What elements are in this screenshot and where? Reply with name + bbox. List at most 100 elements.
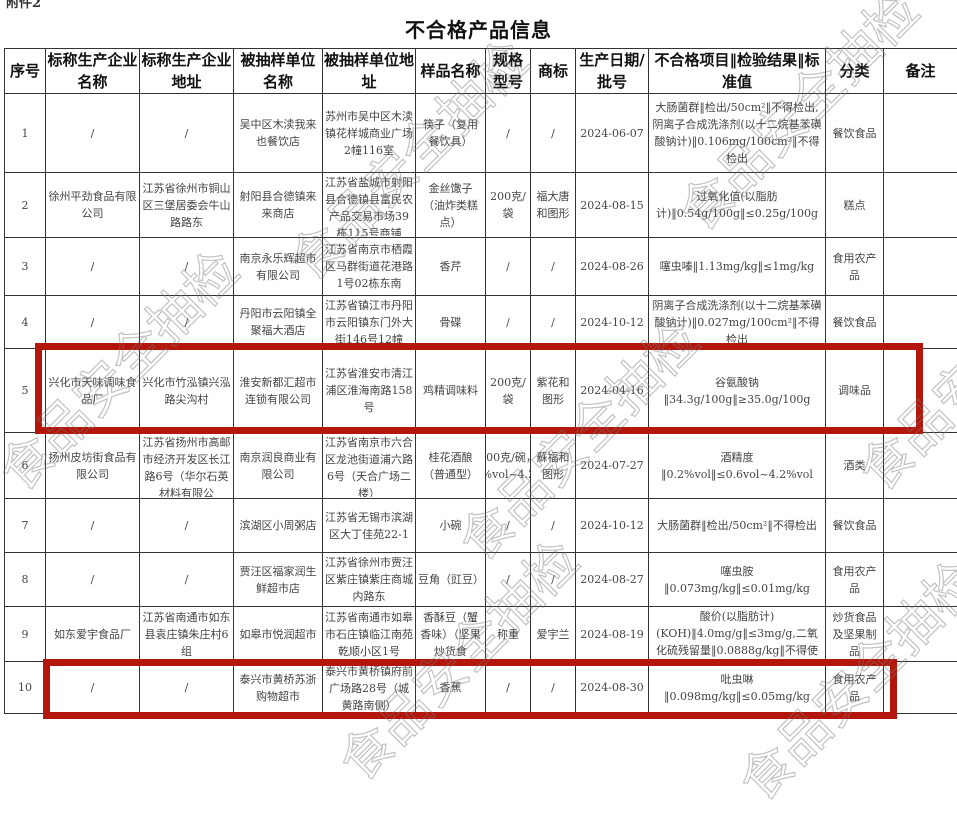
cell-manufacturer-name: /	[46, 94, 140, 173]
cell-sampled-unit-name: 贾汪区福家润生鲜超市店	[234, 553, 323, 607]
cell-production-date: 2024-08-26	[576, 238, 649, 296]
cell-trademark: 福大唐和图形	[531, 173, 576, 238]
category-text: 食用农产品	[828, 250, 881, 284]
cell-specification: /	[486, 296, 531, 349]
manufacturer-address-text: /	[185, 571, 189, 588]
header-manufacturer-name: 标称生产企业名称	[46, 49, 140, 94]
production-date-text: 2024-04-16	[580, 382, 643, 399]
cell-seq: 9	[5, 607, 46, 662]
sampled-unit-name-text: 泰兴市黄桥苏浙购物超市	[236, 671, 320, 705]
header-specification: 规格型号	[486, 49, 531, 94]
sampled-unit-name-text: 滨湖区小周粥店	[240, 517, 317, 534]
cell-specification: /	[486, 662, 531, 714]
cell-sample-name: 豆角（豇豆）	[416, 553, 486, 607]
cell-specification: 200克/袋	[486, 173, 531, 238]
manufacturer-name-text: /	[91, 517, 95, 534]
nonconforming-item-text: 酒精度‖0.2%vol‖≤0.6vol~4.2%vol	[651, 449, 823, 483]
specification-text: 称重	[497, 626, 519, 643]
cell-specification: /	[486, 499, 531, 553]
cell-sampled-unit-name: 南京永乐辉超市有限公司	[234, 238, 323, 296]
attachment-label: 附件2	[6, 0, 41, 11]
specification-text: /	[506, 517, 510, 534]
sampled-unit-address-text: 苏州市吴中区木渎镇花样城商业广场2幢116室	[325, 108, 413, 159]
nonconforming-item-text: 过氧化值(以脂肪计)‖0.54g/100g‖≤0.25g/100g	[651, 188, 823, 222]
manufacturer-address-text: /	[185, 679, 189, 696]
cell-manufacturer-name: 如东爱宇食品厂	[46, 607, 140, 662]
cell-sample-name: 香蕉	[416, 662, 486, 714]
table-row: 4//丹阳市云阳镇全聚福大酒店江苏省镇江市丹阳市云阳镇东门外大街146号12幢骨…	[5, 296, 957, 349]
seq-text: 9	[22, 626, 29, 643]
manufacturer-address-text: 兴化市竹泓镇兴泓路尖沟村	[142, 374, 231, 408]
sampled-unit-address-text: 江苏省南京市栖霞区马群街道花港路1号02栋东南	[325, 241, 413, 292]
cell-sample-name: 筷子（复用餐饮具）	[416, 94, 486, 173]
specification-text: 300克/碗，0.6%vol~4.2%v	[486, 449, 530, 483]
cell-production-date: 2024-10-12	[576, 296, 649, 349]
cell-trademark: /	[531, 238, 576, 296]
cell-nonconforming-item: 大肠菌群‖检出/50cm²‖不得检出	[649, 499, 826, 553]
cell-sample-name: 桂花酒酿（普通型）	[416, 433, 486, 499]
sample-name-text: 骨碟	[440, 314, 462, 331]
cell-sampled-unit-name: 如皋市悦润超市	[234, 607, 323, 662]
cell-seq: 5	[5, 349, 46, 433]
cell-remarks	[884, 349, 957, 433]
sampled-unit-address-text: 江苏省淮安市清江浦区淮海南路158号	[325, 365, 413, 416]
table-row: 10//泰兴市黄桥苏浙购物超市泰兴市黄桥镇府前广场路28号（城黄路南侧）香蕉//…	[5, 662, 957, 714]
cell-specification: 称重	[486, 607, 531, 662]
cell-manufacturer-address: /	[140, 553, 234, 607]
cell-manufacturer-address: /	[140, 94, 234, 173]
header-sampled-unit-name: 被抽样单位名称	[234, 49, 323, 94]
cell-seq: 10	[5, 662, 46, 714]
production-date-text: 2024-06-07	[580, 125, 643, 142]
cell-specification: /	[486, 94, 531, 173]
cell-seq: 6	[5, 433, 46, 499]
cell-remarks	[884, 94, 957, 173]
sample-name-text: 鸡精调味料	[423, 382, 478, 399]
cell-category: 餐饮食品	[826, 296, 884, 349]
production-date-text: 2024-08-19	[580, 626, 643, 643]
cell-manufacturer-name: /	[46, 296, 140, 349]
header-remarks: 备注	[884, 49, 957, 94]
sampled-unit-name-text: 丹阳市云阳镇全聚福大酒店	[236, 305, 320, 339]
sample-name-text: 豆角（豇豆）	[418, 571, 483, 588]
cell-specification: /	[486, 553, 531, 607]
sample-name-text: 筷子（复用餐饮具）	[418, 116, 483, 150]
cell-nonconforming-item: 阴离子合成洗涤剂(以十二烷基苯磺酸钠计)‖0.027mg/100cm²‖不得检出	[649, 296, 826, 349]
specification-text: /	[506, 258, 510, 275]
trademark-text: /	[551, 125, 555, 142]
cell-manufacturer-name: 兴化市天味调味食品厂	[46, 349, 140, 433]
manufacturer-name-text: /	[91, 314, 95, 331]
nonconforming-item-text: 阴离子合成洗涤剂(以十二烷基苯磺酸钠计)‖0.027mg/100cm²‖不得检出	[651, 297, 823, 347]
cell-sample-name: 小碗	[416, 499, 486, 553]
cell-category: 炒货食品及坚果制品	[826, 607, 884, 662]
cell-sampled-unit-name: 南京润良商业有限公司	[234, 433, 323, 499]
cell-production-date: 2024-04-16	[576, 349, 649, 433]
specification-text: 200克/袋	[488, 374, 528, 408]
cell-remarks	[884, 173, 957, 238]
cell-nonconforming-item: 噻虫嗪‖1.13mg/kg‖≤1mg/kg	[649, 238, 826, 296]
cell-manufacturer-address: 兴化市竹泓镇兴泓路尖沟村	[140, 349, 234, 433]
cell-category: 调味品	[826, 349, 884, 433]
specification-text: 200克/袋	[488, 188, 528, 222]
cell-manufacturer-address: /	[140, 499, 234, 553]
cell-nonconforming-item: 谷氨酸钠‖34.3g/100g‖≥35.0g/100g	[649, 349, 826, 433]
manufacturer-name-text: /	[91, 125, 95, 142]
sampled-unit-name-text: 南京润良商业有限公司	[236, 449, 320, 483]
nonconforming-item-text: 噻虫嗪‖1.13mg/kg‖≤1mg/kg	[660, 258, 814, 275]
cell-nonconforming-item: 吡虫啉‖0.098mg/kg‖≤0.05mg/kg	[649, 662, 826, 714]
seq-text: 6	[22, 457, 29, 474]
manufacturer-address-text: /	[185, 258, 189, 275]
manufacturer-name-text: 如东爱宇食品厂	[54, 626, 131, 643]
cell-nonconforming-item: 酸价(以脂肪计)(KOH)‖4.0mg/g‖≤3mg/g,二氧化硫残留量‖0.0…	[649, 607, 826, 662]
cell-manufacturer-address: /	[140, 296, 234, 349]
header-manufacturer-address: 标称生产企业地址	[140, 49, 234, 94]
manufacturer-name-text: 兴化市天味调味食品厂	[48, 374, 137, 408]
cell-sampled-unit-name: 泰兴市黄桥苏浙购物超市	[234, 662, 323, 714]
page-title: 不合格产品信息	[0, 14, 957, 43]
trademark-text: /	[551, 517, 555, 534]
sampled-unit-address-text: 江苏省南通市如皋市石庄镇临江南苑乾顺小区1号	[325, 609, 413, 660]
nonconforming-item-text: 吡虫啉‖0.098mg/kg‖≤0.05mg/kg	[651, 671, 823, 705]
cell-category: 食用农产品	[826, 238, 884, 296]
cell-remarks	[884, 433, 957, 499]
sampled-unit-name-text: 南京永乐辉超市有限公司	[236, 250, 320, 284]
cell-sampled-unit-name: 淮安新都汇超市连锁有限公司	[234, 349, 323, 433]
